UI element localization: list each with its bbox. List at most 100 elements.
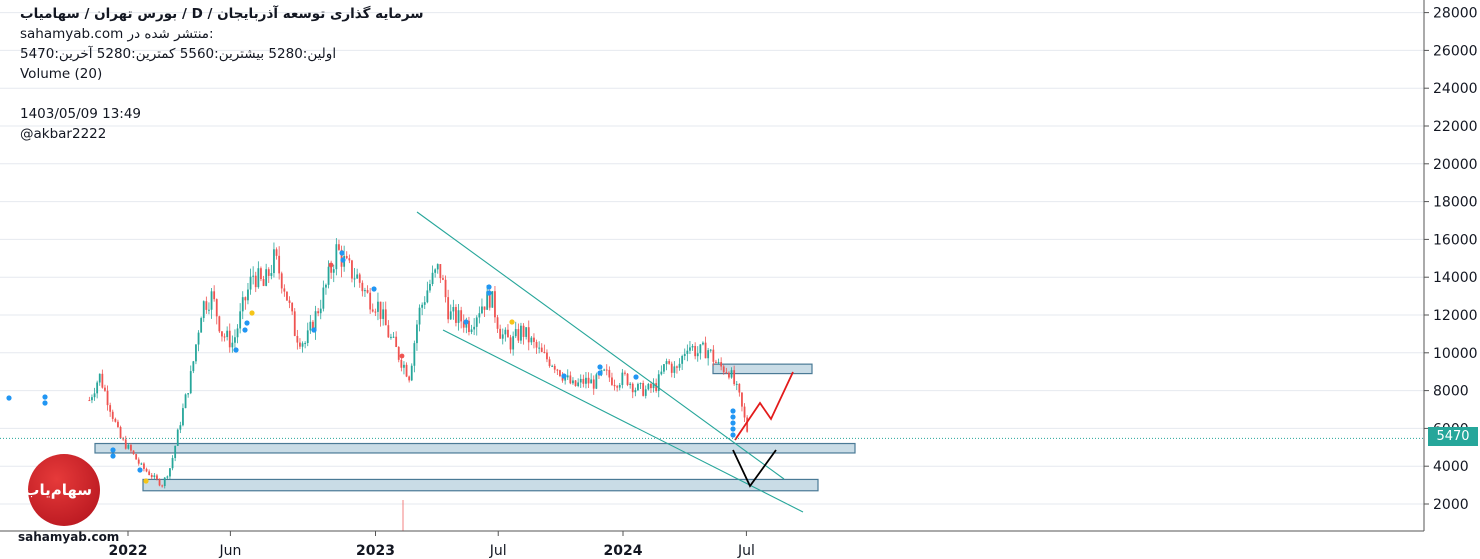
candle-body — [111, 411, 114, 419]
candle-body — [618, 385, 621, 388]
candle-body — [730, 370, 733, 378]
candle-body — [696, 353, 699, 357]
candle-body — [421, 304, 424, 308]
candle-body — [403, 364, 405, 368]
published-on: sahamyab.com منتشر شده در: — [20, 26, 214, 42]
candle-body — [676, 366, 678, 368]
signal-dot-yellow — [249, 310, 255, 316]
candle-body — [483, 306, 486, 310]
signal-dot-blue — [233, 347, 239, 353]
candle-body — [569, 375, 572, 384]
candle-body — [205, 301, 208, 310]
candle-body — [325, 284, 327, 288]
candle-body — [603, 369, 606, 371]
candle-body — [647, 383, 650, 390]
candle-body — [145, 468, 148, 472]
candle-body — [650, 383, 652, 389]
candle-body — [520, 325, 522, 341]
y-tick-label: 18000 — [1433, 195, 1478, 211]
candle-body — [522, 325, 525, 337]
candle-body — [577, 382, 580, 386]
candle-body — [455, 307, 457, 323]
candle-body — [657, 374, 660, 392]
candle-body — [150, 475, 153, 478]
candle-body — [644, 389, 647, 396]
signal-dot-blue — [730, 432, 736, 438]
candle-body — [213, 291, 216, 300]
support-zone-upper — [94, 442, 856, 454]
candle-body — [631, 383, 634, 393]
candle-body — [621, 372, 624, 386]
candle-body — [572, 380, 574, 384]
candle-body — [345, 256, 348, 259]
candle-body — [447, 297, 450, 320]
candle-body — [317, 311, 320, 314]
candle-body — [429, 284, 431, 291]
signal-dot-blue — [597, 364, 603, 370]
candle-body — [673, 366, 676, 373]
candle-body — [475, 317, 478, 327]
candle-body — [449, 311, 452, 320]
candle-body — [306, 330, 309, 344]
candle-body — [494, 291, 496, 318]
y-axis-ticks: 2000400060008000100001200014000160001800… — [1424, 6, 1478, 513]
candle-body — [473, 326, 476, 330]
signal-dot-blue — [242, 327, 248, 333]
candle-body — [98, 373, 101, 383]
candle-body — [299, 342, 301, 347]
candle-body — [637, 383, 639, 391]
candle-body — [683, 353, 686, 357]
candle-body — [504, 329, 507, 335]
candle-body — [371, 309, 374, 312]
candle-body — [249, 276, 252, 290]
signal-dot-red — [399, 353, 405, 359]
candle-body — [478, 313, 481, 318]
sahamyab-logo-icon: سهام‌یاب — [24, 454, 100, 526]
candle-body — [655, 383, 658, 392]
candle-body — [439, 264, 442, 279]
candle-body — [634, 390, 637, 393]
candle-body — [117, 421, 119, 427]
candle-body — [639, 383, 642, 385]
candle-body — [410, 365, 413, 381]
candle-body — [595, 374, 598, 389]
candle-body — [629, 383, 632, 385]
candle-body — [728, 372, 730, 378]
resistance-zone — [712, 363, 813, 375]
candle-body — [564, 377, 567, 381]
candle-body — [395, 336, 398, 348]
candle-body — [582, 378, 585, 384]
candle-body — [587, 377, 590, 384]
candle-body — [566, 375, 569, 378]
candle-body — [694, 345, 697, 357]
candle-body — [374, 311, 377, 313]
candle-body — [91, 397, 93, 401]
candle-body — [244, 297, 247, 301]
candle-body — [247, 289, 249, 301]
candle-body — [605, 369, 608, 371]
candle-body — [252, 275, 255, 277]
candle-body — [369, 292, 372, 310]
candle-body — [101, 373, 104, 388]
signal-dot-blue — [110, 453, 116, 459]
candle-body — [686, 350, 689, 354]
candle-body — [288, 300, 291, 303]
candle-body — [327, 266, 330, 285]
candle-body — [335, 244, 338, 270]
candle-body — [501, 334, 504, 339]
candle-body — [309, 321, 312, 331]
candle-body — [176, 429, 179, 446]
candle-body — [668, 361, 671, 364]
candle-body — [525, 327, 528, 337]
candle-body — [267, 269, 270, 276]
candle-body — [592, 379, 595, 389]
candle-body — [228, 330, 231, 348]
y-tick-label: 10000 — [1433, 346, 1478, 362]
candle-body — [642, 383, 645, 396]
signal-dot-blue — [311, 327, 317, 333]
candle-body — [496, 317, 499, 329]
signal-dot-blue — [244, 320, 250, 326]
candle-body — [304, 343, 307, 345]
x-tick-label: 2022 — [109, 543, 148, 559]
